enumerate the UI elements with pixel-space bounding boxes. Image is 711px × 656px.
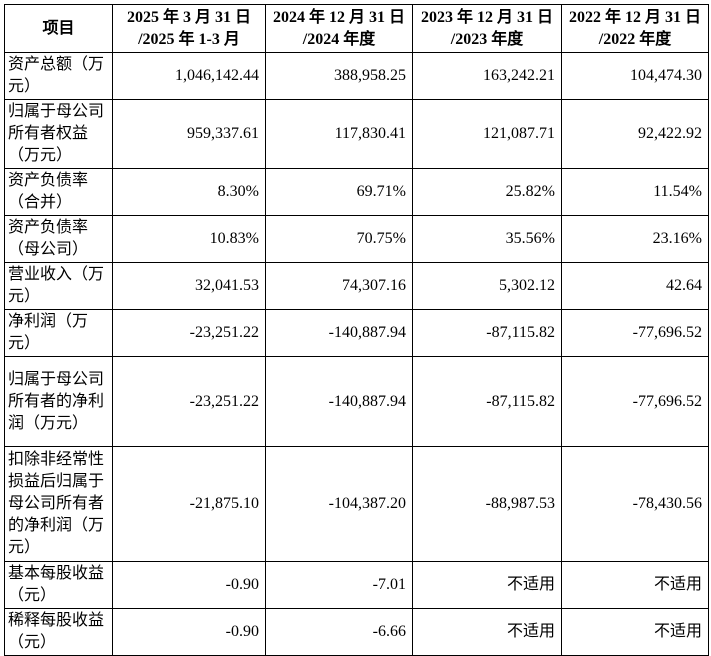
table-row: 资产负债率（合并） 8.30% 69.71% 25.82% 11.54% — [4, 168, 709, 216]
header-text: 2024 年 12 月 31 日 — [272, 8, 405, 26]
header-text: /2024 年度 — [302, 30, 376, 48]
table-row: 归属于母公司所有者的净利润（万元） -23,251.22 -140,887.94 -8… — [4, 356, 709, 447]
cell-value: -87,115.82 — [412, 309, 562, 357]
cell-value: -140,887.94 — [265, 309, 413, 357]
cell-value: 25.82% — [412, 168, 562, 216]
cell-value: -104,387.20 — [265, 446, 413, 562]
financial-table: 项目 2025 年 3 月 31 日/2025 年 1-3 月 2024 年 12 … — [4, 4, 709, 656]
cell-value: -77,696.52 — [561, 309, 709, 357]
cell-value: -87,115.82 — [412, 356, 562, 447]
row-label: 基本每股收益（元） — [4, 561, 113, 609]
header-cell: 2023 年 12 月 31 日/2023 年度 — [412, 4, 562, 53]
cell-value: 104,474.30 — [561, 52, 709, 100]
row-label: 扣除非经常性损益后归属于母公司所有者的净利润（万元） — [4, 446, 113, 562]
table-row: 稀释每股收益（元） -0.90 -6.66 不适用 不适用 — [4, 608, 709, 656]
cell-value: 5,302.12 — [412, 262, 562, 310]
cell-value: -23,251.22 — [112, 356, 266, 447]
row-label: 资产负债率（母公司） — [4, 215, 113, 263]
header-cell: 2025 年 3 月 31 日/2025 年 1-3 月 — [112, 4, 266, 53]
cell-value: 959,337.61 — [112, 99, 266, 169]
table-body: 资产总额（万元） 1,046,142.44 388,958.25 163,242.21… — [4, 52, 709, 656]
cell-value: 163,242.21 — [412, 52, 562, 100]
cell-value: -7.01 — [265, 561, 413, 609]
cell-value: 70.75% — [265, 215, 413, 263]
row-label: 净利润（万元） — [4, 309, 113, 357]
table-header: 项目 2025 年 3 月 31 日/2025 年 1-3 月 2024 年 12 … — [4, 4, 709, 53]
cell-value: 不适用 — [412, 608, 562, 656]
row-label: 营业收入（万元） — [4, 262, 113, 310]
header-text: /2025 年 1-3 月 — [138, 30, 240, 48]
table-row: 资产总额（万元） 1,046,142.44 388,958.25 163,242.21… — [4, 52, 709, 100]
header-text: /2023 年度 — [450, 30, 524, 48]
cell-value: 23.16% — [561, 215, 709, 263]
cell-value: 92,422.92 — [561, 99, 709, 169]
header-text: 2025 年 3 月 31 日 — [126, 8, 251, 26]
row-label: 归属于母公司所有者的净利润（万元） — [4, 356, 113, 447]
table-row: 扣除非经常性损益后归属于母公司所有者的净利润（万元） -21,875.10 -104… — [4, 446, 709, 562]
cell-value: 388,958.25 — [265, 52, 413, 100]
cell-value: -23,251.22 — [112, 309, 266, 357]
cell-value: -0.90 — [112, 561, 266, 609]
row-label: 资产总额（万元） — [4, 52, 113, 100]
cell-value: 32,041.53 — [112, 262, 266, 310]
cell-value: -78,430.56 — [561, 446, 709, 562]
cell-value: 121,087.71 — [412, 99, 562, 169]
table-row: 净利润（万元） -23,251.22 -140,887.94 -87,115.82 -7… — [4, 309, 709, 357]
cell-value: -88,987.53 — [412, 446, 562, 562]
cell-value: 不适用 — [561, 561, 709, 609]
cell-value: 不适用 — [412, 561, 562, 609]
row-label: 稀释每股收益（元） — [4, 608, 113, 656]
table-row: 资产负债率（母公司） 10.83% 70.75% 35.56% 23.16% — [4, 215, 709, 263]
table-row: 归属于母公司所有者权益（万元） 959,337.61 117,830.41 121,0… — [4, 99, 709, 169]
cell-value: 不适用 — [561, 608, 709, 656]
row-label: 资产负债率（合并） — [4, 168, 113, 216]
table-row: 营业收入（万元） 32,041.53 74,307.16 5,302.12 42.64 — [4, 262, 709, 310]
cell-value: 117,830.41 — [265, 99, 413, 169]
cell-value: 35.56% — [412, 215, 562, 263]
cell-value: -0.90 — [112, 608, 266, 656]
row-label: 归属于母公司所有者权益（万元） — [4, 99, 113, 169]
cell-value: 8.30% — [112, 168, 266, 216]
cell-value: 69.71% — [265, 168, 413, 216]
cell-value: -77,696.52 — [561, 356, 709, 447]
cell-value: 1,046,142.44 — [112, 52, 266, 100]
cell-value: 10.83% — [112, 215, 266, 263]
cell-value: -6.66 — [265, 608, 413, 656]
cell-value: -21,875.10 — [112, 446, 266, 562]
table-row: 基本每股收益（元） -0.90 -7.01 不适用 不适用 — [4, 561, 709, 609]
header-text: 项目 — [42, 19, 75, 37]
header-cell: 2024 年 12 月 31 日/2024 年度 — [265, 4, 413, 53]
header-text: 2023 年 12 月 31 日 — [420, 8, 553, 26]
header-cell: 项目 — [4, 4, 113, 53]
cell-value: 74,307.16 — [265, 262, 413, 310]
header-text: /2022 年度 — [598, 30, 672, 48]
cell-value: 11.54% — [561, 168, 709, 216]
header-cell: 2022 年 12 月 31 日/2022 年度 — [561, 4, 709, 53]
cell-value: -140,887.94 — [265, 356, 413, 447]
header-text: 2022 年 12 月 31 日 — [568, 8, 701, 26]
header-row: 项目 2025 年 3 月 31 日/2025 年 1-3 月 2024 年 12 … — [4, 4, 709, 53]
cell-value: 42.64 — [561, 262, 709, 310]
